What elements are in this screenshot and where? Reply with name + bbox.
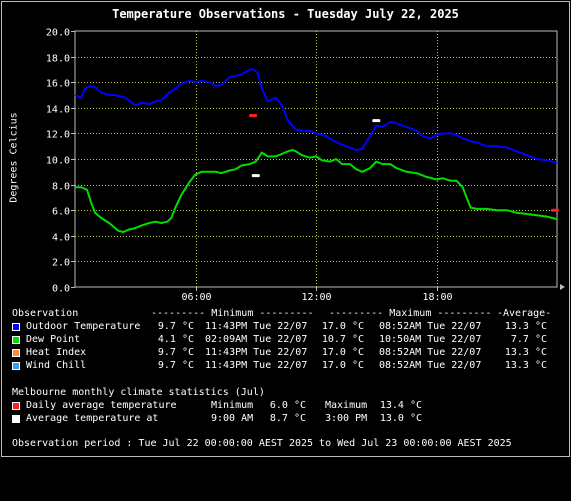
avg-value: 7.7 °C <box>510 334 547 345</box>
climate-value-2: 13.0 °C <box>379 413 422 424</box>
chart-frame <box>1 1 570 457</box>
y-tick-label: 18.0 <box>46 54 70 65</box>
header-observation: Observation <box>12 308 79 319</box>
climate-time-1: 9:00 AM <box>211 413 254 424</box>
y-tick-label: 2.0 <box>52 258 70 269</box>
legend-swatch-outdoor-temperature <box>12 323 20 331</box>
y-tick-label: 0.0 <box>52 284 70 295</box>
climate-time-2: 3:00 PM <box>325 413 368 424</box>
legend-swatch-daily-average <box>12 402 20 410</box>
min-time: 11:43PM Tue 22/07 <box>205 360 308 371</box>
avg-value: 13.3 °C <box>504 347 547 358</box>
header-average: -Average- <box>497 308 552 319</box>
min-time: 02:09AM Tue 22/07 <box>205 334 308 345</box>
legend-swatch-dew-point <box>12 336 20 344</box>
stats-row-dew-point: Dew Point 4.1 °C 02:09AM Tue 22/07 10.7 … <box>0 334 571 346</box>
y-tick-label: 8.0 <box>52 182 70 193</box>
climate-value-1: 8.7 °C <box>269 413 306 424</box>
x-tick-label: 12:00 <box>301 292 331 303</box>
y-tick-label: 20.0 <box>46 28 70 39</box>
marker-max <box>249 114 258 117</box>
climate-min-value: 6.0 °C <box>269 400 306 411</box>
min-value: 9.7 °C <box>157 321 194 332</box>
max-time: 08:52AM Tue 22/07 <box>379 360 482 371</box>
max-value: 17.0 °C <box>321 347 364 358</box>
legend-swatch-average-at <box>12 415 20 423</box>
marker-9am <box>251 174 260 178</box>
legend-swatch-wind-chill <box>12 362 20 370</box>
climate-min-label: Minimum <box>211 400 254 411</box>
x-tick-label: 06:00 <box>181 292 211 303</box>
header-minimum: --------- Minimum --------- <box>151 308 314 319</box>
max-time: 08:52AM Tue 22/07 <box>379 347 482 358</box>
min-value: 9.7 °C <box>157 360 194 371</box>
marker-min <box>551 208 559 212</box>
marker-3pm <box>372 119 381 123</box>
min-value: 9.7 °C <box>157 347 194 358</box>
legend-swatch-heat-index <box>12 349 20 357</box>
stats-row-label: Outdoor Temperature <box>26 321 141 332</box>
max-time: 08:52AM Tue 22/07 <box>379 321 482 332</box>
stats-row-label: Dew Point <box>26 334 81 345</box>
stats-row-label: Heat Index <box>26 347 87 358</box>
climate-row-daily-average: Daily average temperature Minimum 6.0 °C… <box>0 400 571 412</box>
climate-avgat-label: Average temperature at <box>26 413 159 424</box>
series-line-outdoor-temperature <box>74 68 558 164</box>
climate-max-value: 13.4 °C <box>379 400 422 411</box>
max-value: 17.0 °C <box>321 321 364 332</box>
min-value: 4.1 °C <box>157 334 194 345</box>
avg-value: 13.3 °C <box>504 321 547 332</box>
x-tick-label: 18:00 <box>422 292 452 303</box>
min-time: 11:43PM Tue 22/07 <box>205 347 308 358</box>
max-value: 17.0 °C <box>321 360 364 371</box>
climate-heading-text: Melbourne monthly climate statistics (Ju… <box>12 387 265 398</box>
stats-header-row: Observation --------- Minimum --------- … <box>0 308 571 320</box>
chart-title: Temperature Observations - Tuesday July … <box>112 7 459 21</box>
min-time: 11:43PM Tue 22/07 <box>205 321 308 332</box>
climate-row-average-at: Average temperature at 9:00 AM 8.7 °C 3:… <box>0 413 571 425</box>
max-time: 10:50AM Tue 22/07 <box>379 334 482 345</box>
climate-max-label: Maximum <box>325 400 368 411</box>
y-tick-label: 10.0 <box>46 156 70 167</box>
avg-value: 13.3 °C <box>504 360 547 371</box>
y-tick-label: 16.0 <box>46 79 70 90</box>
climate-daily-label: Daily average temperature <box>26 400 177 411</box>
y-tick-label: 14.0 <box>46 105 70 116</box>
series-line-dew-point <box>75 149 558 233</box>
climate-heading: Melbourne monthly climate statistics (Ju… <box>0 387 571 399</box>
y-tick-label: 4.0 <box>52 233 70 244</box>
stats-row-heat-index: Heat Index 9.7 °C 11:43PM Tue 22/07 17.0… <box>0 347 571 359</box>
y-tick-label: 12.0 <box>46 130 70 141</box>
max-value: 10.7 °C <box>321 334 364 345</box>
observation-period-text: Observation period : Tue Jul 22 00:00:00… <box>12 438 512 449</box>
y-axis-label: Degrees Celcius <box>8 112 20 203</box>
x-axis-arrow <box>560 284 565 290</box>
stats-row-outdoor-temperature: Outdoor Temperature 9.7 °C 11:43PM Tue 2… <box>0 321 571 333</box>
temperature-chart: 0.0 2.0 4.0 6.0 8.0 10.0 12.0 14.0 16.0 18.0 20.0 0… <box>46 28 565 303</box>
stats-row-wind-chill: Wind Chill 9.7 °C 11:43PM Tue 22/07 17.0… <box>0 360 571 372</box>
header-maximum: --------- Maximum --------- <box>329 308 492 319</box>
stats-row-label: Wind Chill <box>26 360 87 371</box>
observation-period: Observation period : Tue Jul 22 00:00:00… <box>0 438 571 450</box>
y-tick-label: 6.0 <box>52 207 70 218</box>
